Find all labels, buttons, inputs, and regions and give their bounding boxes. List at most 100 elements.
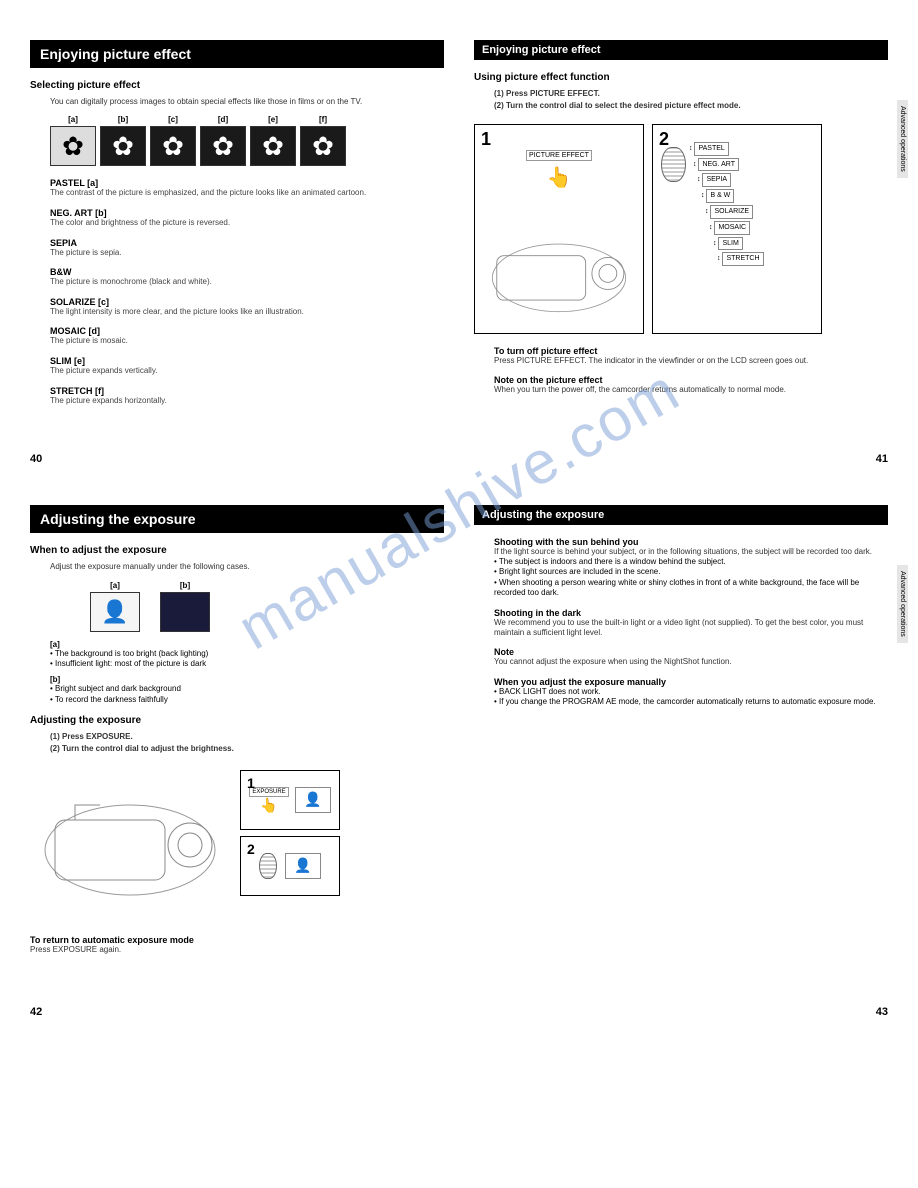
thumb-label-c: [c] — [150, 115, 196, 124]
list-item: If you change the PROGRAM AE mode, the c… — [494, 697, 888, 707]
header-enjoying-picture-effect: Enjoying picture effect — [30, 40, 444, 68]
exposure-illustration: 1 EXPOSURE 👆 👤 2 👤 — [30, 770, 444, 920]
sun-list: The subject is indoors and there is a wi… — [494, 557, 888, 599]
effect-item: B&WThe picture is monochrome (black and … — [50, 267, 444, 287]
camcorder-exposure-icon — [30, 770, 230, 920]
step-1-number: 1 — [481, 129, 491, 150]
exp-thumb-b — [160, 592, 210, 632]
side-tab-advanced-2: Advanced operations — [897, 565, 908, 643]
list-item: Bright subject and dark background — [50, 684, 444, 694]
menu-item: ↕ B & W — [701, 188, 811, 204]
thumb-label-e: [e] — [250, 115, 296, 124]
spread-42-43: Adjusting the exposure When to adjust th… — [0, 465, 918, 1018]
dark-text: We recommend you to use the built-in lig… — [494, 618, 888, 637]
exp-thumb-label-a: [a] — [90, 581, 140, 590]
list-item: When shooting a person wearing white or … — [494, 578, 888, 599]
list-item: Bright light sources are included in the… — [494, 567, 888, 577]
return-auto-text: Press EXPOSURE again. — [30, 945, 444, 955]
camcorder-icon — [479, 209, 639, 329]
exp-step-box-1: 1 EXPOSURE 👆 👤 — [240, 770, 340, 830]
list-item: To record the darkness faithfully — [50, 695, 444, 705]
thumb-e: ✿ — [250, 126, 296, 166]
exp-step-box-2: 2 👤 — [240, 836, 340, 896]
effect-item: SEPIAThe picture is sepia. — [50, 238, 444, 258]
page-40: Enjoying picture effect Selecting pictur… — [30, 40, 444, 405]
menu-item: ↕ MOSAIC — [709, 220, 811, 236]
note-text: You cannot adjust the exposure when usin… — [494, 657, 888, 667]
thumb-label-b: [b] — [100, 115, 146, 124]
page-43: Advanced operations Adjusting the exposu… — [474, 505, 888, 958]
thumb-label-a: [a] — [50, 115, 96, 124]
note-title: Note — [494, 647, 888, 657]
step-1-text: (1) Press PICTURE EFFECT. — [494, 89, 888, 99]
list-b-label: [b] — [50, 675, 444, 684]
effect-item: NEG. ART [b]The color and brightness of … — [50, 208, 444, 228]
exp-step-1: (1) Press EXPOSURE. — [50, 732, 444, 742]
step-2-text: (2) Turn the control dial to select the … — [494, 101, 888, 111]
exposure-intro: Adjust the exposure manually under the f… — [50, 562, 444, 572]
picture-effect-note-title: Note on the picture effect — [494, 375, 888, 385]
illustration-row: 1 PICTURE EFFECT 👆 2 — [474, 124, 888, 334]
section-adjusting-exposure: Adjusting the exposure — [30, 715, 444, 726]
intro-text: You can digitally process images to obta… — [50, 97, 444, 107]
list-a-label: [a] — [50, 640, 444, 649]
section-when-adjust: When to adjust the exposure — [30, 545, 444, 556]
thumb-label-d: [d] — [200, 115, 246, 124]
header-adjusting-exposure: Adjusting the exposure — [30, 505, 444, 533]
page-42: Adjusting the exposure When to adjust th… — [30, 505, 444, 958]
page-number-43: 43 — [876, 1006, 888, 1018]
section-using-picture-effect: Using picture effect function — [474, 72, 888, 83]
sun-title: Shooting with the sun behind you — [494, 537, 888, 547]
section-selecting-picture-effect: Selecting picture effect — [30, 80, 444, 91]
manual-list: BACK LIGHT does not work.If you change t… — [494, 687, 888, 708]
menu-item: ↕ NEG. ART — [693, 157, 811, 173]
list-a: The background is too bright (back light… — [50, 649, 444, 670]
menu-item: ↕ SOLARIZE — [705, 204, 811, 220]
thumb-d: ✿ — [200, 126, 246, 166]
exp-step-2-num: 2 — [247, 841, 255, 857]
page-number-40: 40 — [30, 453, 42, 465]
page-41: Advanced operations Enjoying picture eff… — [474, 40, 888, 405]
return-auto-title: To return to automatic exposure mode — [30, 935, 444, 945]
menu-item: ↕ SEPIA — [697, 172, 811, 188]
menu-item: ↕ STRETCH — [717, 251, 811, 267]
exposure-button-label: EXPOSURE — [249, 787, 288, 797]
illus-step-1: 1 PICTURE EFFECT 👆 — [474, 124, 644, 334]
effect-thumbnails: [a] ✿ [b] ✿ [c] ✿ [d] ✿ [e] ✿ [f] ✿ — [50, 115, 444, 166]
effect-item: STRETCH [f]The picture expands horizonta… — [50, 386, 444, 406]
manual-title: When you adjust the exposure manually — [494, 677, 888, 687]
picture-effect-button-label: PICTURE EFFECT — [526, 150, 592, 161]
page-number-41: 41 — [876, 453, 888, 465]
effect-item: MOSAIC [d]The picture is mosaic. — [50, 326, 444, 346]
thumb-a: ✿ — [50, 126, 96, 166]
thumb-b: ✿ — [100, 126, 146, 166]
page-number-42: 42 — [30, 1006, 42, 1018]
list-item: Insufficient light: most of the picture … — [50, 659, 444, 669]
effect-item: PASTEL [a]The contrast of the picture is… — [50, 178, 444, 198]
dark-title: Shooting in the dark — [494, 608, 888, 618]
list-item: The subject is indoors and there is a wi… — [494, 557, 888, 567]
thumb-label-f: [f] — [300, 115, 346, 124]
header-enjoying-picture-effect-cont: Enjoying picture effect — [474, 40, 888, 60]
effect-item: SOLARIZE [c]The light intensity is more … — [50, 297, 444, 317]
side-tab-advanced: Advanced operations — [897, 100, 908, 178]
control-dial-icon — [259, 853, 277, 879]
preview-screen-1: 👤 — [295, 787, 331, 813]
exp-step-1-num: 1 — [247, 775, 255, 791]
picture-effect-note-text: When you turn the power off, the camcord… — [494, 385, 888, 395]
exp-thumb-label-b: [b] — [160, 581, 210, 590]
effect-item: SLIM [e]The picture expands vertically. — [50, 356, 444, 376]
menu-item: ↕ PASTEL — [689, 141, 811, 157]
turnoff-text: Press PICTURE EFFECT. The indicator in t… — [494, 356, 888, 366]
control-dial-icon — [661, 147, 686, 182]
menu-item: ↕ SLIM — [713, 236, 811, 252]
thumb-f: ✿ — [300, 126, 346, 166]
sun-text: If the light source is behind your subje… — [494, 547, 888, 557]
turnoff-title: To turn off picture effect — [494, 346, 888, 356]
spread-40-41: Enjoying picture effect Selecting pictur… — [0, 0, 918, 465]
exp-step-2: (2) Turn the control dial to adjust the … — [50, 744, 444, 754]
thumb-c: ✿ — [150, 126, 196, 166]
effects-list: PASTEL [a]The contrast of the picture is… — [30, 178, 444, 405]
list-item: BACK LIGHT does not work. — [494, 687, 888, 697]
preview-screen-2: 👤 — [285, 853, 321, 879]
